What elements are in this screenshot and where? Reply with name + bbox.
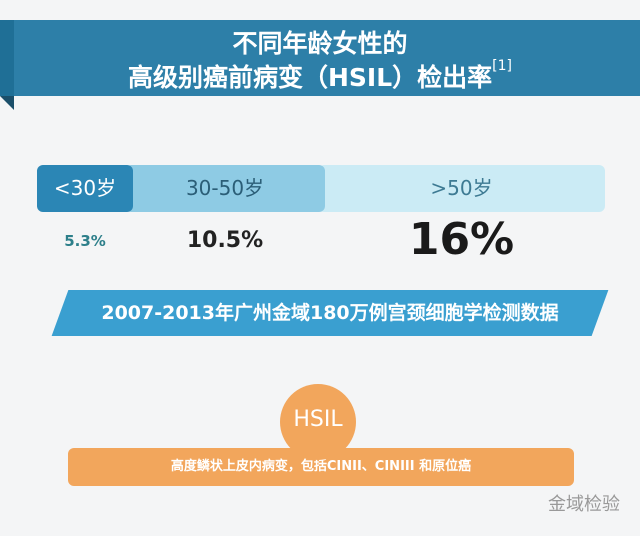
title-line: 高级别癌前病变（HSIL）检出率[1]: [0, 58, 640, 94]
rate: 5.3%: [64, 232, 106, 250]
title-text: 高级别癌前病变（HSIL）检出率: [127, 63, 493, 92]
rate: 10.5%: [186, 228, 264, 253]
source-text: 2007-2013年广州金域180万例宫颈细胞学检测数据: [101, 302, 559, 324]
rate: 16%: [408, 214, 515, 265]
age-group: 30-50岁: [125, 165, 325, 212]
age-group: >50岁: [318, 165, 605, 212]
header-band: [14, 20, 640, 96]
watermark: 金域检验: [548, 494, 620, 515]
citation: [1]: [492, 58, 512, 74]
header-tab: [0, 20, 14, 96]
age-group: <30岁: [37, 165, 133, 212]
header-fold: [0, 96, 14, 110]
title-line: 不同年龄女性的: [232, 29, 408, 58]
hsil-badge: HSIL: [280, 384, 356, 460]
